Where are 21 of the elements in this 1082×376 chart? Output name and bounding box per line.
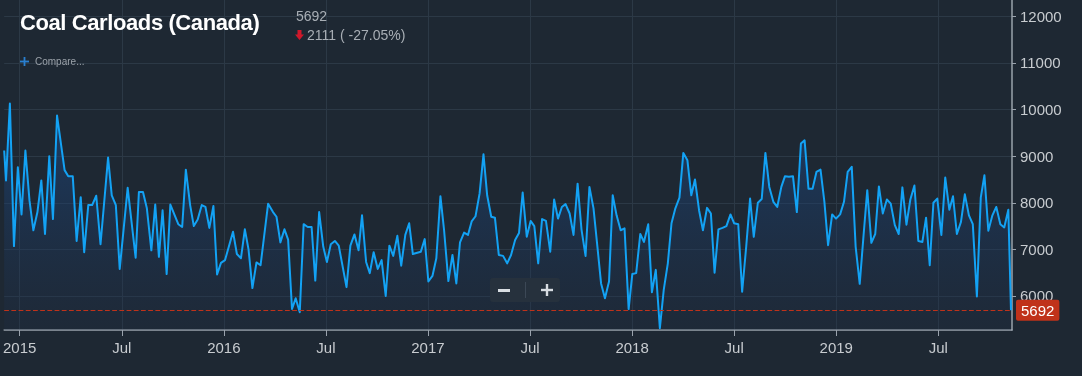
x-tick-label: 2016 bbox=[207, 339, 241, 356]
annotation: 5692 bbox=[296, 8, 328, 24]
y-tick-label: 11000 bbox=[1020, 54, 1061, 72]
y-tick-label: 12000 bbox=[1020, 7, 1062, 25]
y-tick-label: 7000 bbox=[1020, 240, 1054, 258]
x-tick-label: 2017 bbox=[411, 339, 445, 356]
annotation: Compare... bbox=[35, 56, 85, 67]
ref-line-label: 5692 bbox=[1021, 301, 1055, 319]
x-tick-label: 2015 bbox=[3, 339, 37, 356]
x-tick-label: 2018 bbox=[615, 339, 649, 356]
x-tick-label: Jul bbox=[316, 339, 336, 356]
annotation: 2111 ( -27.05%) bbox=[307, 27, 406, 43]
x-tick-label: 2019 bbox=[819, 339, 853, 356]
y-tick-label: 10000 bbox=[1020, 101, 1062, 119]
x-tick-label: Jul bbox=[520, 339, 540, 356]
y-tick-label: 8000 bbox=[1020, 194, 1054, 212]
x-tick-label: Jul bbox=[724, 339, 744, 356]
text: Coal Carloads (Canada) bbox=[20, 10, 260, 36]
x-tick-label: Jul bbox=[928, 339, 948, 356]
y-tick-label: 9000 bbox=[1020, 147, 1054, 165]
x-tick-label: Jul bbox=[112, 339, 132, 356]
